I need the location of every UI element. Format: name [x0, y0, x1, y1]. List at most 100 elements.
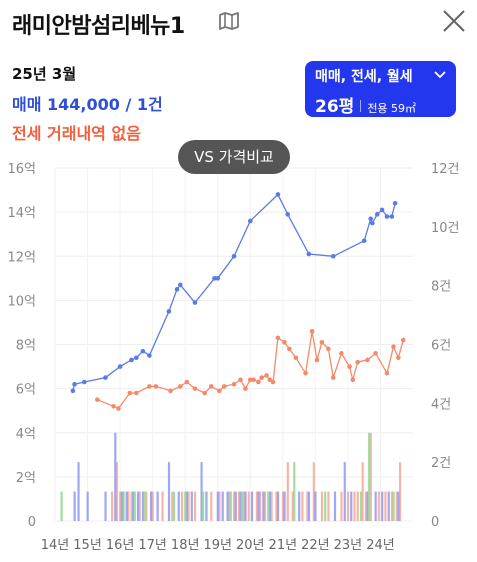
trade-volume-bar	[200, 462, 203, 521]
trade-price-point	[285, 212, 291, 217]
lease-volume-bar	[384, 491, 387, 521]
divider	[360, 100, 362, 112]
lease-price-point	[373, 351, 378, 356]
trade-price-point	[215, 276, 221, 281]
x-tick-label: 21년	[269, 538, 298, 553]
lease-volume-bar	[110, 491, 114, 521]
close-icon[interactable]	[441, 8, 467, 34]
trade-price-point	[370, 220, 375, 226]
lease-volume-bar	[233, 491, 236, 521]
trade-price-point	[103, 375, 108, 380]
trade-volume-bar	[221, 491, 224, 521]
trade-volume-bar	[374, 491, 377, 521]
lease-price-point	[326, 346, 331, 352]
lease-price-point	[256, 379, 261, 385]
y-left-tick-label: 4억	[16, 427, 36, 442]
trade-volume-bar	[234, 491, 237, 521]
lease-volume-bar	[320, 491, 324, 521]
trade-price-point	[306, 251, 312, 257]
lease-price-point	[95, 397, 100, 402]
lease-volume-bar	[161, 491, 164, 521]
trade-volume-bar	[381, 491, 384, 521]
x-tick-label: 16년	[106, 538, 135, 553]
lease-volume-bar	[193, 491, 197, 521]
lease-summary: 전세 거래내역 없음	[12, 124, 141, 143]
x-tick-label: 24년	[366, 538, 395, 553]
page-title: 래미안밤섬리베뉴1	[12, 14, 185, 39]
lease-price-point	[147, 384, 152, 389]
y-left-tick-label: 6억	[16, 383, 36, 398]
trade-volume-bar	[156, 491, 159, 521]
pyeong-size: 26평	[315, 97, 355, 117]
y-right-tick-label: 4건	[431, 397, 451, 412]
monthly-rent-volume-bar	[368, 432, 371, 521]
y-left-tick-label: 14억	[7, 206, 36, 221]
lease-volume-bar	[275, 491, 278, 521]
lease-volume-bar	[327, 491, 330, 521]
trade-types-label: 매매, 전세, 월세	[315, 69, 413, 85]
lease-volume-bar	[228, 491, 231, 521]
selected-month: 25년 3월	[12, 65, 77, 83]
trade-volume-bar	[257, 491, 260, 521]
trade-volume-bar	[185, 491, 189, 521]
trade-volume-bar	[226, 491, 229, 521]
trade-price-point	[330, 253, 336, 259]
monthly-rent-volume-bar	[359, 491, 363, 521]
trade-price-point	[70, 388, 76, 394]
lease-volume-bar	[346, 491, 350, 521]
trade-price-point	[392, 201, 398, 206]
trade-summary: 매매 144,000 / 1건	[12, 95, 163, 114]
lease-volume-bar	[364, 491, 368, 521]
lease-volume-bar	[130, 491, 133, 521]
trade-volume-bar	[125, 491, 128, 521]
lease-volume-bar	[180, 491, 184, 521]
x-tick-label: 15년	[73, 538, 102, 553]
lease-volume-bar	[115, 462, 119, 521]
trade-volume-bar	[86, 491, 89, 521]
y-left-tick-label: 2억	[16, 471, 36, 486]
monthly-rent-volume-bar	[267, 491, 270, 521]
y-right-tick-label: 0	[431, 515, 439, 530]
lease-volume-bar	[237, 491, 241, 521]
trade-volume-bar	[132, 491, 135, 521]
lease-price-point	[400, 337, 406, 343]
trade-volume-bar	[141, 491, 145, 521]
lease-price-point	[330, 375, 336, 380]
y-right-tick-label: 8건	[431, 280, 451, 295]
x-tick-label: 23년	[334, 538, 363, 553]
trade-price-point	[81, 379, 87, 385]
trade-volume-bar	[250, 491, 254, 521]
lease-volume-bar	[340, 491, 343, 521]
lease-price-point	[293, 355, 299, 361]
lease-price-point	[251, 377, 256, 383]
trade-volume-bar	[216, 491, 219, 521]
y-left-tick-label: 16억	[7, 162, 36, 177]
trade-price-point	[374, 212, 380, 217]
lease-volume-bar	[281, 491, 285, 521]
lease-volume-bar	[395, 491, 398, 521]
lease-price-point	[282, 339, 287, 345]
lease-volume-bar	[247, 491, 250, 521]
y-right-tick-label: 12건	[431, 162, 460, 177]
monthly-rent-volume-bar	[60, 491, 63, 521]
area-type-filter-button[interactable]: 매매, 전세, 월세 26평 전용 59㎡	[305, 61, 456, 117]
lease-price-point	[365, 357, 370, 363]
monthly-rent-volume-bar	[122, 491, 125, 521]
lease-price-point	[247, 377, 253, 383]
trade-volume-bar	[283, 491, 286, 521]
lease-volume-bar	[151, 491, 154, 521]
lease-price-point	[267, 377, 273, 383]
lease-price-point	[314, 357, 320, 363]
lease-price-point	[192, 386, 198, 391]
x-tick-label: 20년	[236, 538, 265, 553]
lease-price-point	[217, 388, 222, 394]
lease-volume-bar	[210, 491, 213, 521]
lease-price-point	[347, 364, 352, 369]
vs-compare-button[interactable]: VS 가격비교	[178, 140, 290, 174]
lease-volume-bar	[286, 462, 289, 521]
map-icon[interactable]	[218, 11, 240, 31]
monthly-rent-volume-bar	[184, 491, 187, 521]
lease-price-point	[355, 359, 360, 365]
monthly-rent-volume-bar	[172, 491, 175, 521]
trade-price-point	[368, 216, 373, 222]
